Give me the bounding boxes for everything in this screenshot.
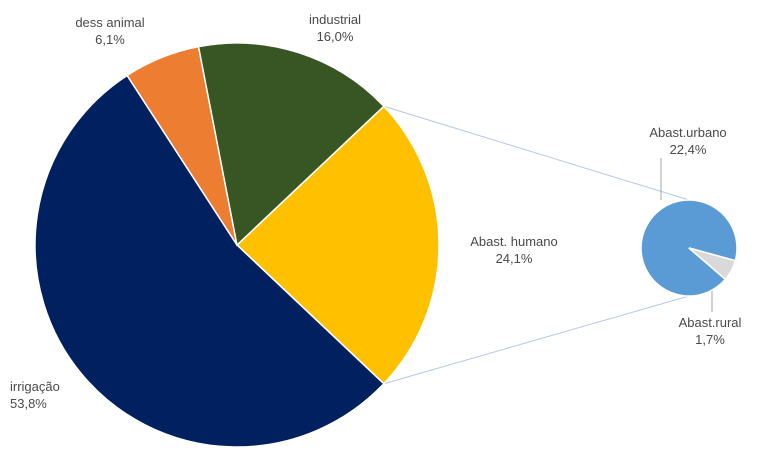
connector-line-top bbox=[383, 105, 690, 201]
label-industrial: industrial bbox=[309, 12, 361, 27]
secondary-pie bbox=[640, 199, 738, 297]
value-dess-animal: 6,1% bbox=[95, 32, 125, 47]
slice-abast-rural bbox=[688, 247, 737, 281]
value-abast-rural: 1,7% bbox=[695, 332, 725, 347]
connector-line-bottom bbox=[383, 295, 690, 385]
label-abast-urbano: Abast.urbano bbox=[649, 125, 726, 140]
slice-industrial bbox=[197, 42, 385, 247]
label-abast-humano: Abast. humano bbox=[470, 234, 557, 249]
label-dess-animal: dess animal bbox=[75, 15, 144, 30]
value-irrigacao: 53,8% bbox=[10, 396, 47, 411]
label-irrigacao: irrigação bbox=[10, 379, 60, 394]
main-pie bbox=[34, 42, 440, 448]
slice-irrigacao bbox=[34, 74, 385, 448]
value-abast-urbano: 22,4% bbox=[670, 142, 707, 157]
connector-lines bbox=[383, 105, 690, 385]
slice-abast-humano bbox=[235, 105, 440, 385]
value-abast-humano: 24,1% bbox=[496, 251, 533, 266]
value-industrial: 16,0% bbox=[317, 29, 354, 44]
label-abast-rural: Abast.rural bbox=[679, 315, 742, 330]
